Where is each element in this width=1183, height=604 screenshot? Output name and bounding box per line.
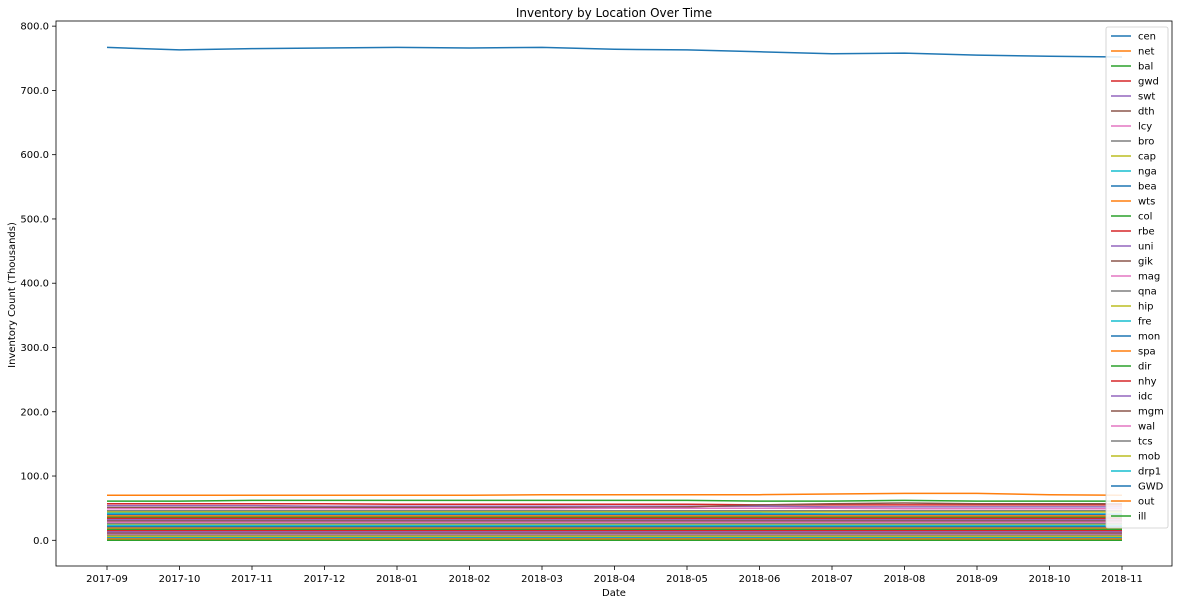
series-line-bal: [107, 499, 1122, 502]
x-tick-label: 2018-08: [884, 574, 926, 585]
series-line-lcy: [107, 507, 1122, 510]
legend-label-GWD: GWD: [1138, 482, 1164, 493]
legend-label-uni: uni: [1138, 242, 1153, 253]
legend-label-fre: fre: [1138, 317, 1152, 328]
legend-box: [1105, 26, 1169, 529]
axes-layer: 2017-09 2017-10 2017-11 2017-12 2018-01 2018-…: [20, 20, 1173, 585]
legend-label-mob: mob: [1138, 452, 1160, 463]
y-tick-label: 200.0: [20, 407, 49, 418]
y-tick-label: 600.0: [20, 150, 49, 161]
legend-label-dir: dir: [1138, 362, 1152, 373]
x-axis-label: Date: [602, 588, 626, 599]
series-line-nga: [107, 512, 1122, 515]
legend-label-mon: mon: [1138, 332, 1160, 343]
legend-label-swt: swt: [1138, 92, 1155, 103]
legend-label-tcs: tcs: [1138, 437, 1153, 448]
axes-frame: [55, 20, 1173, 567]
legend-label-gwd: gwd: [1138, 77, 1159, 88]
legend-label-cen: cen: [1138, 32, 1156, 43]
x-tick-label: 2018-04: [594, 574, 636, 585]
legend-label-cap: cap: [1138, 152, 1156, 163]
legend-label-lcy: lcy: [1138, 122, 1152, 133]
y-tick-label: 500.0: [20, 214, 49, 225]
series-line-swt: [107, 504, 1122, 508]
legend-label-bal: bal: [1138, 62, 1153, 73]
y-tick-label: 100.0: [20, 472, 49, 483]
legend-label-mgm: mgm: [1138, 407, 1164, 418]
legend-label-gik: gik: [1138, 257, 1153, 268]
y-tick-label: 700.0: [20, 86, 49, 97]
legend-label-out: out: [1138, 497, 1154, 508]
y-tick-label: 300.0: [20, 343, 49, 354]
x-tick-label: 2018-10: [1029, 574, 1071, 585]
series-line-cen: [106, 46, 1123, 58]
y-tick-label: 800.0: [20, 22, 49, 33]
legend-label-wts: wts: [1138, 197, 1155, 208]
legend-label-spa: spa: [1138, 347, 1156, 358]
x-tick-label: 2017-11: [231, 574, 273, 585]
chart-title: Inventory by Location Over Time: [516, 6, 712, 20]
legend-label-ill: ill: [1138, 512, 1146, 523]
legend-label-nga: nga: [1138, 167, 1157, 178]
legend-label-wal: wal: [1138, 422, 1155, 433]
x-tick-label: 2018-05: [666, 574, 708, 585]
y-tick-label: 0.0: [33, 536, 49, 547]
legend: cen net bal gwd swt dth lcy bro cap nga bea wts col r…: [1105, 26, 1169, 529]
legend-label-qna: qna: [1138, 287, 1157, 298]
series-layer: [106, 46, 1123, 542]
x-tick-label: 2017-12: [304, 574, 346, 585]
legend-label-nhy: nhy: [1138, 377, 1157, 388]
x-tick-label: 2018-09: [956, 574, 998, 585]
x-tick-label: 2018-02: [449, 574, 491, 585]
y-tick-label: 400.0: [20, 279, 49, 290]
legend-label-drp1: drp1: [1138, 467, 1161, 478]
x-tick-label: 2018-03: [521, 574, 563, 585]
legend-label-dth: dth: [1138, 107, 1155, 118]
y-axis-label: Inventory Count (Thousands): [7, 222, 18, 368]
legend-label-mag: mag: [1138, 272, 1160, 283]
legend-label-bea: bea: [1138, 182, 1157, 193]
x-tick-label: 2018-11: [1101, 574, 1143, 585]
legend-label-col: col: [1138, 212, 1152, 223]
legend-label-hip: hip: [1138, 302, 1153, 313]
x-tick-label: 2018-07: [811, 574, 853, 585]
x-tick-label: 2018-01: [376, 574, 418, 585]
legend-label-bro: bro: [1138, 137, 1154, 148]
x-tick-label: 2017-10: [159, 574, 201, 585]
series-line-net: [107, 492, 1123, 497]
series-line-gwd: [107, 502, 1122, 506]
legend-label-idc: idc: [1138, 392, 1153, 403]
legend-label-net: net: [1138, 47, 1154, 58]
x-tick-label: 2017-09: [86, 574, 128, 585]
legend-label-rbe: rbe: [1138, 227, 1155, 238]
x-tick-label: 2018-06: [739, 574, 781, 585]
